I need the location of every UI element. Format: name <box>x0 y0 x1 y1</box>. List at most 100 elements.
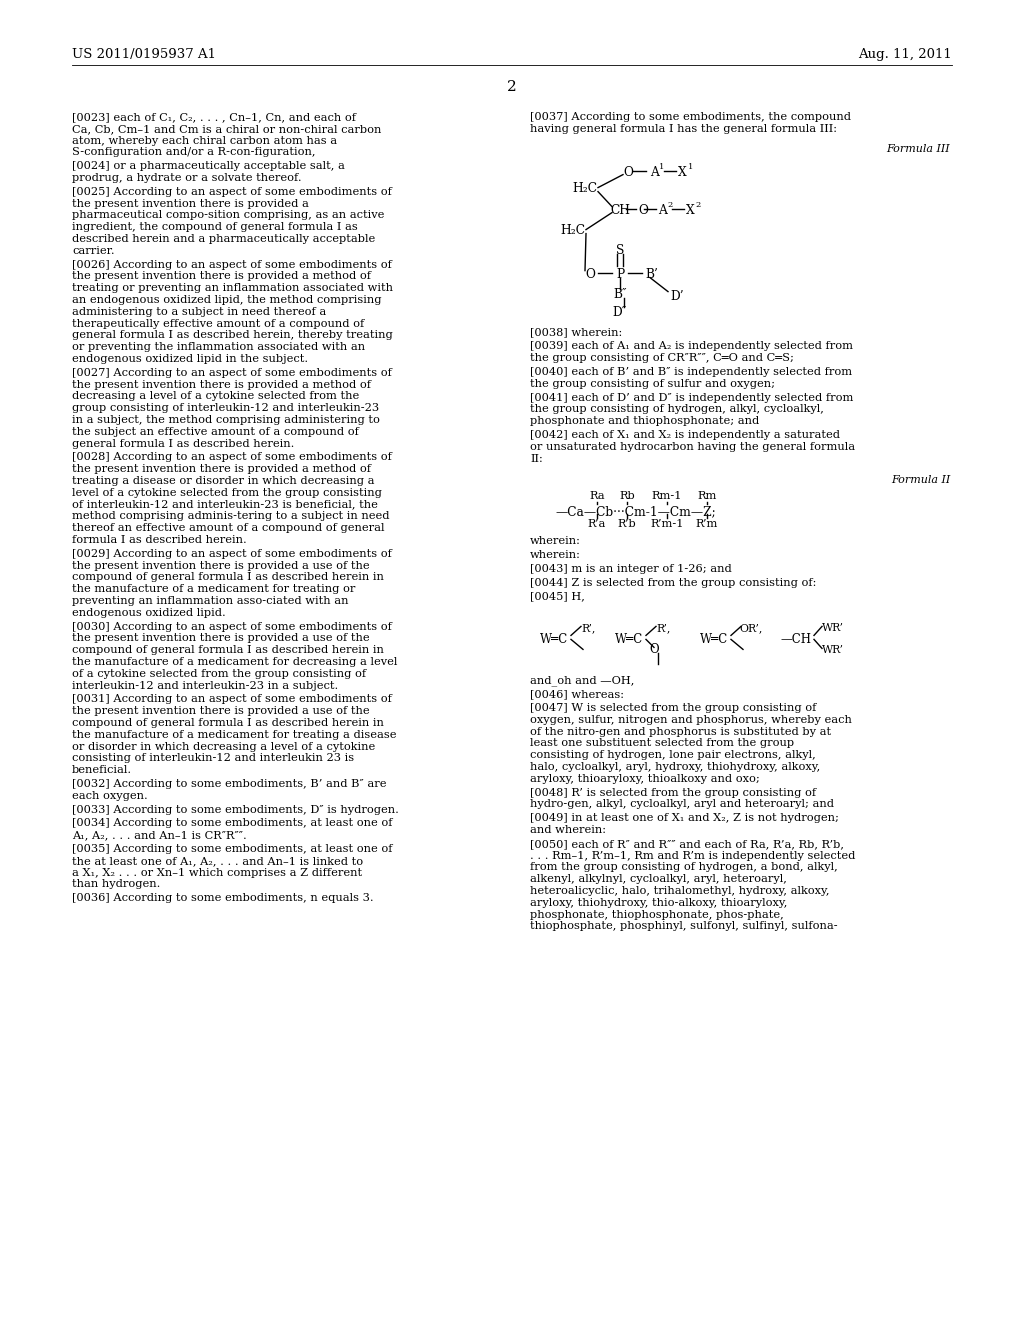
Text: consisting of interleukin-12 and interleukin 23 is: consisting of interleukin-12 and interle… <box>72 754 354 763</box>
Text: compound of general formula I as described herein in: compound of general formula I as describ… <box>72 645 384 655</box>
Text: [0049] in at least one of X₁ and X₂, Z is not hydrogen;: [0049] in at least one of X₁ and X₂, Z i… <box>530 813 839 824</box>
Text: administering to a subject in need thereof a: administering to a subject in need there… <box>72 306 327 317</box>
Text: therapeutically effective amount of a compound of: therapeutically effective amount of a co… <box>72 318 365 329</box>
Text: treating a disease or disorder in which decreasing a: treating a disease or disorder in which … <box>72 477 375 486</box>
Text: WR’: WR’ <box>822 623 844 634</box>
Text: R’b: R’b <box>617 519 636 529</box>
Text: or disorder in which decreasing a level of a cytokine: or disorder in which decreasing a level … <box>72 742 375 751</box>
Text: the present invention there is provided a method of: the present invention there is provided … <box>72 465 371 474</box>
Text: having general formula I has the general formula III:: having general formula I has the general… <box>530 124 837 133</box>
Text: [0037] According to some embodiments, the compound: [0037] According to some embodiments, th… <box>530 112 851 121</box>
Text: D’: D’ <box>670 289 684 302</box>
Text: W═C: W═C <box>615 634 643 647</box>
Text: Formula III: Formula III <box>887 144 950 153</box>
Text: the manufacture of a medicament for treating a disease: the manufacture of a medicament for trea… <box>72 730 396 739</box>
Text: . . . Rm–1, R’m–1, Rm and R’m is independently selected: . . . Rm–1, R’m–1, Rm and R’m is indepen… <box>530 850 855 861</box>
Text: Rm: Rm <box>697 491 717 502</box>
Text: carrier.: carrier. <box>72 246 115 256</box>
Text: compound of general formula I as described herein in: compound of general formula I as describ… <box>72 718 384 729</box>
Text: 1: 1 <box>659 162 665 170</box>
Text: B″: B″ <box>613 288 627 301</box>
Text: wherein:: wherein: <box>530 536 581 546</box>
Text: W═C: W═C <box>700 634 728 647</box>
Text: R’a: R’a <box>588 519 606 529</box>
Text: [0034] According to some embodiments, at least one of: [0034] According to some embodiments, at… <box>72 818 392 829</box>
Text: [0025] According to an aspect of some embodiments of: [0025] According to an aspect of some em… <box>72 187 392 197</box>
Text: the group consisting of hydrogen, alkyl, cycloalkyl,: the group consisting of hydrogen, alkyl,… <box>530 404 824 414</box>
Text: [0038] wherein:: [0038] wherein: <box>530 327 623 338</box>
Text: consisting of hydrogen, lone pair electrons, alkyl,: consisting of hydrogen, lone pair electr… <box>530 750 816 760</box>
Text: US 2011/0195937 A1: US 2011/0195937 A1 <box>72 48 216 61</box>
Text: heteroalicyclic, halo, trihalomethyl, hydroxy, alkoxy,: heteroalicyclic, halo, trihalomethyl, hy… <box>530 886 829 896</box>
Text: prodrug, a hydrate or a solvate thereof.: prodrug, a hydrate or a solvate thereof. <box>72 173 302 183</box>
Text: [0048] R’ is selected from the group consisting of: [0048] R’ is selected from the group con… <box>530 788 816 797</box>
Text: 2: 2 <box>667 201 672 209</box>
Text: [0050] each of R″ and R″″ and each of Ra, R’a, Rb, R’b,: [0050] each of R″ and R″″ and each of Ra… <box>530 838 844 849</box>
Text: Rm-1: Rm-1 <box>651 491 682 502</box>
Text: halo, cycloalkyl, aryl, hydroxy, thiohydroxy, alkoxy,: halo, cycloalkyl, aryl, hydroxy, thiohyd… <box>530 762 820 772</box>
Text: [0024] or a pharmaceutically acceptable salt, a: [0024] or a pharmaceutically acceptable … <box>72 161 345 172</box>
Text: [0026] According to an aspect of some embodiments of: [0026] According to an aspect of some em… <box>72 260 392 269</box>
Text: the group consisting of sulfur and oxygen;: the group consisting of sulfur and oxyge… <box>530 379 775 389</box>
Text: general formula I as described herein.: general formula I as described herein. <box>72 438 294 449</box>
Text: compound of general formula I as described herein in: compound of general formula I as describ… <box>72 573 384 582</box>
Text: phosphonate and thiophosphonate; and: phosphonate and thiophosphonate; and <box>530 416 759 426</box>
Text: [0029] According to an aspect of some embodiments of: [0029] According to an aspect of some em… <box>72 549 392 558</box>
Text: D″: D″ <box>612 306 627 318</box>
Text: the present invention there is provided a method of: the present invention there is provided … <box>72 272 371 281</box>
Text: [0030] According to an aspect of some embodiments of: [0030] According to an aspect of some em… <box>72 622 392 631</box>
Text: B’: B’ <box>645 268 657 281</box>
Text: the present invention there is provided a use of the: the present invention there is provided … <box>72 634 370 643</box>
Text: the manufacture of a medicament for treating or: the manufacture of a medicament for trea… <box>72 585 355 594</box>
Text: the present invention there is provided a: the present invention there is provided … <box>72 198 309 209</box>
Text: II:: II: <box>530 454 543 463</box>
Text: preventing an inflammation asso-ciated with an: preventing an inflammation asso-ciated w… <box>72 597 348 606</box>
Text: hydro-gen, alkyl, cycloalkyl, aryl and heteroaryl; and: hydro-gen, alkyl, cycloalkyl, aryl and h… <box>530 800 834 809</box>
Text: Ra: Ra <box>589 491 605 502</box>
Text: described herein and a pharmaceutically acceptable: described herein and a pharmaceutically … <box>72 234 375 244</box>
Text: O: O <box>649 643 658 656</box>
Text: the group consisting of CR″R″″, C═O and C═S;: the group consisting of CR″R″″, C═O and … <box>530 354 794 363</box>
Text: A₁, A₂, . . . and An–1 is CR″R″″.: A₁, A₂, . . . and An–1 is CR″R″″. <box>72 830 247 841</box>
Text: atom, whereby each chiral carbon atom has a: atom, whereby each chiral carbon atom ha… <box>72 136 337 145</box>
Text: endogenous oxidized lipid in the subject.: endogenous oxidized lipid in the subject… <box>72 354 308 364</box>
Text: [0033] According to some embodiments, D″ is hydrogen.: [0033] According to some embodiments, D″… <box>72 805 399 814</box>
Text: S-configuration and/or a R-con-figuration,: S-configuration and/or a R-con-figuratio… <box>72 148 315 157</box>
Text: phosphonate, thiophosphonate, phos-phate,: phosphonate, thiophosphonate, phos-phate… <box>530 909 783 920</box>
Text: level of a cytokine selected from the group consisting: level of a cytokine selected from the gr… <box>72 488 382 498</box>
Text: alkenyl, alkylnyl, cycloalkyl, aryl, heteroaryl,: alkenyl, alkylnyl, cycloalkyl, aryl, het… <box>530 874 786 884</box>
Text: S: S <box>615 244 625 256</box>
Text: [0039] each of A₁ and A₂ is independently selected from: [0039] each of A₁ and A₂ is independentl… <box>530 342 853 351</box>
Text: the at least one of A₁, A₂, . . . and An–1 is linked to: the at least one of A₁, A₂, . . . and An… <box>72 855 364 866</box>
Text: the present invention there is provided a use of the: the present invention there is provided … <box>72 706 370 717</box>
Text: R’,: R’, <box>656 623 671 634</box>
Text: X: X <box>686 203 694 216</box>
Text: of interleukin-12 and interleukin-23 is beneficial, the: of interleukin-12 and interleukin-23 is … <box>72 499 378 510</box>
Text: and_oh and —OH,: and_oh and —OH, <box>530 676 635 686</box>
Text: [0041] each of D’ and D″ is independently selected from: [0041] each of D’ and D″ is independentl… <box>530 392 853 403</box>
Text: [0042] each of X₁ and X₂ is independently a saturated: [0042] each of X₁ and X₂ is independentl… <box>530 430 840 440</box>
Text: thiophosphate, phosphinyl, sulfonyl, sulfinyl, sulfona-: thiophosphate, phosphinyl, sulfonyl, sul… <box>530 921 838 932</box>
Text: CH: CH <box>610 203 630 216</box>
Text: [0040] each of B’ and B″ is independently selected from: [0040] each of B’ and B″ is independentl… <box>530 367 852 378</box>
Text: 2: 2 <box>695 201 700 209</box>
Text: Aug. 11, 2011: Aug. 11, 2011 <box>858 48 952 61</box>
Text: 2: 2 <box>507 81 517 94</box>
Text: [0047] W is selected from the group consisting of: [0047] W is selected from the group cons… <box>530 704 816 713</box>
Text: A: A <box>650 165 658 178</box>
Text: ingredient, the compound of general formula I as: ingredient, the compound of general form… <box>72 222 357 232</box>
Text: in a subject, the method comprising administering to: in a subject, the method comprising admi… <box>72 414 380 425</box>
Text: WR’: WR’ <box>822 645 844 656</box>
Text: the present invention there is provided a use of the: the present invention there is provided … <box>72 561 370 570</box>
Text: R’m: R’m <box>696 519 718 529</box>
Text: than hydrogen.: than hydrogen. <box>72 879 161 890</box>
Text: [0023] each of C₁, C₂, . . . , Cn–1, Cn, and each of: [0023] each of C₁, C₂, . . . , Cn–1, Cn,… <box>72 112 356 121</box>
Text: 1: 1 <box>688 162 693 170</box>
Text: the present invention there is provided a method of: the present invention there is provided … <box>72 380 371 389</box>
Text: of the nitro-gen and phosphorus is substituted by at: of the nitro-gen and phosphorus is subst… <box>530 726 831 737</box>
Text: [0046] whereas:: [0046] whereas: <box>530 689 624 700</box>
Text: the subject an effective amount of a compound of: the subject an effective amount of a com… <box>72 426 358 437</box>
Text: method comprising adminis-tering to a subject in need: method comprising adminis-tering to a su… <box>72 511 389 521</box>
Text: O: O <box>585 268 595 281</box>
Text: thereof an effective amount of a compound of general: thereof an effective amount of a compoun… <box>72 523 384 533</box>
